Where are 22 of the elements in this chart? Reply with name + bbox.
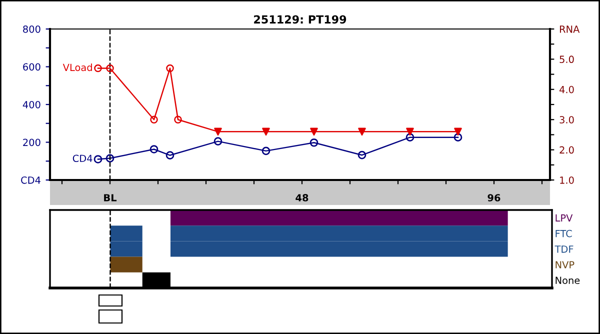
- chart-title: 251129: PT199: [254, 15, 346, 24]
- y-tick-label: NVP: [556, 261, 574, 268]
- x-tick-label: 96: [488, 194, 500, 202]
- y-tick-label: 800: [23, 25, 40, 33]
- y-tick-label: 600: [23, 63, 40, 71]
- y2-tick-label: 4.0: [560, 86, 574, 94]
- y2-tick-label: 3.0: [560, 116, 574, 124]
- y-tick-label: FTC: [556, 230, 572, 238]
- y-tick-label: 400: [22, 100, 40, 108]
- x-tick-label: BL: [104, 194, 117, 202]
- x-tick-label: 48: [296, 194, 308, 202]
- y2-tick-label: 1.0: [560, 176, 574, 184]
- y-tick-label: None: [556, 276, 580, 284]
- series-label: VLoad: [62, 64, 92, 72]
- y2-tick-label: RNA: [560, 26, 580, 33]
- y2-tick-label: 5.0: [560, 56, 574, 64]
- y-tick-label: TDF: [554, 246, 574, 253]
- y-tick-label: CD4: [21, 176, 40, 184]
- y-tick-label: LPV: [556, 214, 573, 222]
- y-tick-label: 200: [23, 138, 40, 146]
- y2-tick-label: 2.0: [560, 146, 574, 154]
- series-label: CD4: [72, 154, 92, 162]
